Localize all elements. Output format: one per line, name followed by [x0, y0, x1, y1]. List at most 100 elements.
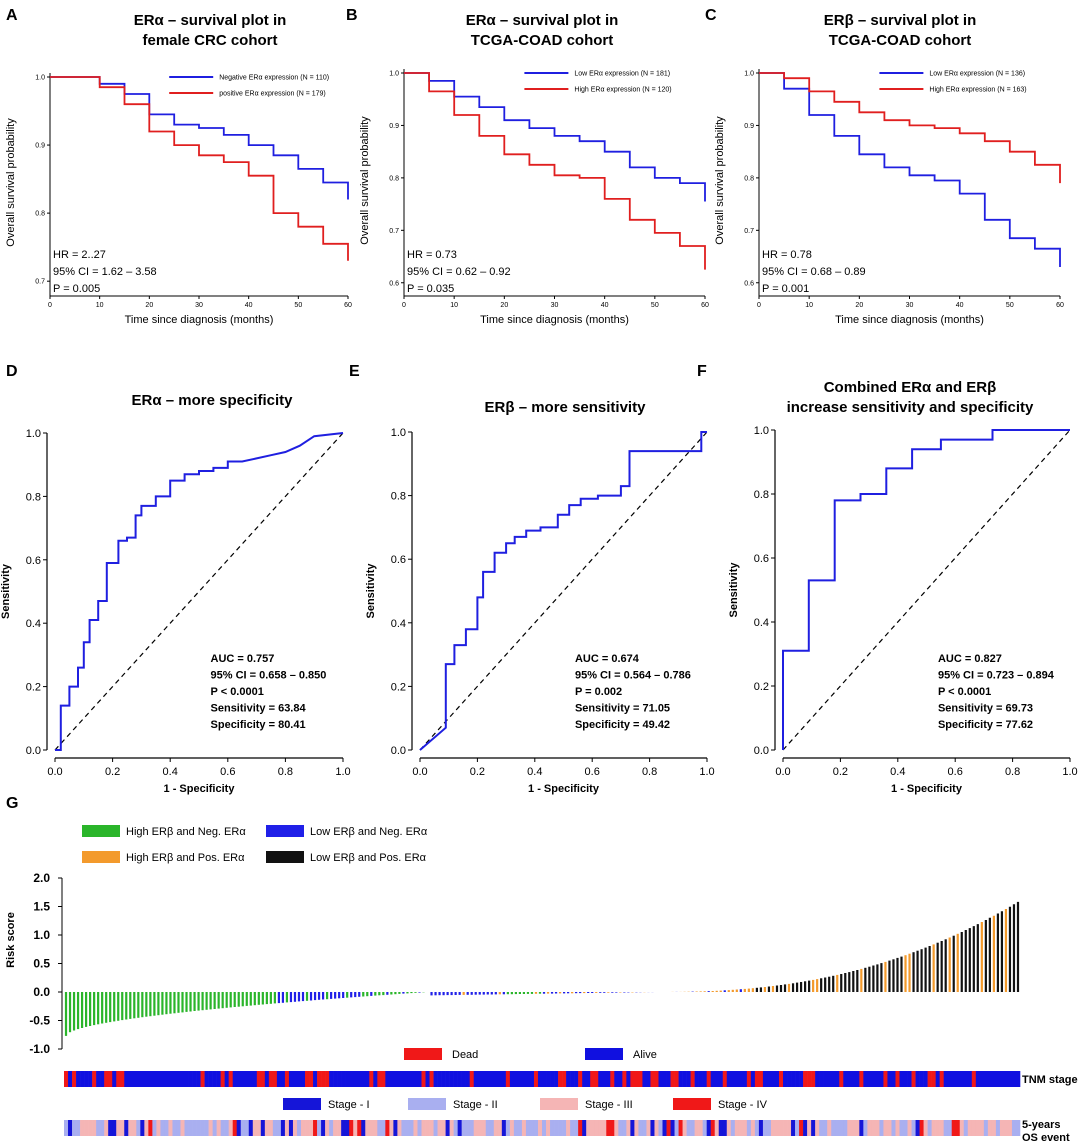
track-cell-tnm	[457, 1071, 462, 1087]
track-cell-stage	[136, 1120, 141, 1136]
panel-letter: G	[6, 795, 18, 812]
track-cell-stage	[108, 1120, 113, 1136]
track-cell-stage	[80, 1120, 85, 1136]
track-cell-tnm	[650, 1071, 655, 1087]
track-cell-stage	[815, 1120, 820, 1136]
x-axis-label: 1 - Specificity	[528, 783, 600, 795]
track-cell-tnm	[762, 1071, 768, 1087]
track-cell-tnm	[690, 1071, 695, 1087]
track-cell-stage	[116, 1120, 121, 1136]
legend-label: Dead	[452, 1049, 478, 1061]
x-tick-label: 10	[805, 302, 813, 309]
track-cell-tnm	[811, 1071, 816, 1087]
stat-text: 95% CI = 0.68 – 0.89	[762, 266, 866, 278]
track-cell-tnm	[803, 1071, 808, 1087]
track-cell-tnm	[244, 1071, 250, 1087]
x-axis-label: 1 - Specificity	[164, 783, 236, 795]
track-cell-stage	[72, 1120, 77, 1136]
y-tick-label: 0.6	[389, 280, 399, 287]
x-tick-label: 40	[956, 302, 964, 309]
track-cell-tnm	[919, 1071, 924, 1087]
track-cell-stage	[381, 1120, 386, 1136]
track-cell-stage	[196, 1120, 201, 1136]
track-cell-tnm	[566, 1071, 571, 1087]
track-cell-tnm	[80, 1071, 85, 1087]
roc-panel-f: F Combined ERα and ERβ increase sensitivit…	[697, 363, 1078, 795]
track-cell-tnm	[112, 1071, 117, 1087]
track-cell-stage	[879, 1120, 884, 1136]
x-tick-label: 0.0	[775, 766, 790, 778]
track-cell-tnm	[393, 1071, 398, 1087]
track-cell-tnm	[835, 1071, 840, 1087]
track-cell-tnm	[847, 1071, 852, 1087]
track-cell-tnm	[730, 1071, 736, 1087]
track-cell-stage	[489, 1120, 495, 1136]
track-cell-stage	[208, 1120, 213, 1136]
x-axis-label: 1 - Specificity	[891, 783, 963, 795]
legend-label: High ERβ and Pos. ERα	[126, 852, 245, 864]
track-cell-stage	[843, 1120, 848, 1136]
track-cell-stage	[429, 1120, 434, 1136]
track-cell-tnm	[533, 1071, 539, 1087]
x-tick-label: 0	[48, 302, 52, 309]
track-cell-tnm	[871, 1071, 876, 1087]
track-cell-tnm	[184, 1071, 189, 1087]
track-cell-stage	[654, 1120, 659, 1136]
track-cell-tnm	[116, 1071, 121, 1087]
track-cell-stage	[586, 1120, 591, 1136]
y-tick-label: 0.8	[389, 175, 399, 182]
track-cell-tnm	[76, 1071, 81, 1087]
x-tick-label: 0.2	[833, 766, 848, 778]
legend-swatch	[266, 825, 304, 837]
track-cell-tnm	[333, 1071, 338, 1087]
track-cell-tnm	[819, 1071, 824, 1087]
track-cell-stage	[987, 1120, 993, 1136]
track-cell-tnm	[373, 1071, 378, 1087]
track-cell-tnm	[618, 1071, 623, 1087]
track-cell-stage	[220, 1120, 225, 1136]
track-cell-stage	[481, 1120, 487, 1136]
track-cell-tnm	[895, 1071, 900, 1087]
track-cell-stage	[911, 1120, 916, 1136]
y-axis-label: Sensitivity	[365, 563, 377, 619]
y-tick-label: 0.2	[26, 682, 41, 694]
track-cell-tnm	[341, 1071, 346, 1087]
track-cell-stage	[899, 1120, 904, 1136]
track-cell-stage	[963, 1120, 969, 1136]
track-cell-tnm	[738, 1071, 744, 1087]
chart-title: ERβ – more sensitivity	[485, 399, 647, 416]
track-cell-tnm	[770, 1071, 776, 1087]
legend-label: Low ERβ and Pos. ERα	[310, 852, 427, 864]
track-cell-tnm	[501, 1071, 507, 1087]
track-cell-tnm	[300, 1071, 306, 1087]
track-cell-tnm	[614, 1071, 619, 1087]
track-cell-tnm	[542, 1071, 547, 1087]
y-tick-label: 0.9	[389, 123, 399, 130]
track-cell-stage	[268, 1120, 274, 1136]
y-tick-label: 0.0	[391, 745, 406, 757]
track-cell-tnm	[698, 1071, 703, 1087]
stat-text: AUC = 0.827	[938, 653, 1002, 665]
track-cell-stage	[144, 1120, 149, 1136]
y-tick-label: 0.8	[754, 489, 769, 501]
track-cell-tnm	[750, 1071, 756, 1087]
track-cell-tnm	[951, 1071, 957, 1087]
track-cell-tnm	[562, 1071, 567, 1087]
y-tick-label: 1.0	[389, 71, 399, 78]
track-cell-stage	[590, 1120, 595, 1136]
stat-text: AUC = 0.757	[211, 653, 275, 665]
track-cell-stage	[160, 1120, 165, 1136]
track-cell-stage	[622, 1120, 627, 1136]
track-cell-stage	[791, 1120, 796, 1136]
track-cell-tnm	[437, 1071, 442, 1087]
track-cell-tnm	[325, 1071, 330, 1087]
track-cell-stage	[726, 1120, 732, 1136]
track-cell-stage	[951, 1120, 957, 1136]
survival-curve-red	[404, 72, 706, 270]
track-cell-stage	[513, 1120, 519, 1136]
track-cell-stage	[317, 1120, 322, 1136]
y-tick-label: 0.8	[35, 211, 45, 218]
track-cell-stage	[493, 1120, 499, 1136]
track-cell-stage	[1011, 1120, 1017, 1136]
track-cell-stage	[405, 1120, 410, 1136]
